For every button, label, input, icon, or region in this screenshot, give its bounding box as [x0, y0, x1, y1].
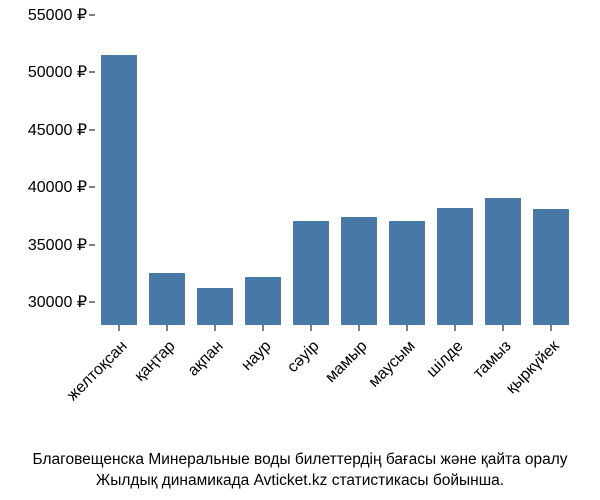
x-tick-label: сәуір: [284, 338, 323, 377]
x-tick-mark: [119, 325, 120, 331]
bar: [437, 208, 473, 325]
x-tick-mark: [455, 325, 456, 331]
y-tick-label: 30000 ₽: [28, 292, 87, 312]
price-chart: 30000 ₽ 35000 ₽ 40000 ₽ 45000 ₽ 50000 ₽ 55000…: [0, 0, 600, 500]
x-tick-mark: [407, 325, 408, 331]
x-tick-label: наур: [238, 338, 275, 375]
x-axis: желтоқсанқаңтарақпаннаурсәуірмамырмаусым…: [95, 325, 575, 445]
y-axis: 30000 ₽35000 ₽40000 ₽45000 ₽50000 ₽55000…: [0, 15, 95, 325]
bar: [197, 288, 233, 325]
bar: [485, 198, 521, 325]
bars-container: [95, 15, 575, 325]
x-tick-label: ақпан: [185, 338, 228, 381]
x-tick-mark: [215, 325, 216, 331]
x-tick-label: шілде: [424, 338, 468, 382]
y-tick-label: 35000 ₽: [28, 235, 87, 255]
y-tick-label: 55000 ₽: [28, 5, 87, 25]
bar: [389, 221, 425, 325]
y-tick-label: 50000 ₽: [28, 62, 87, 82]
caption-line-2: Жылдық динамикада Avticket.kz статистика…: [6, 471, 594, 492]
x-tick-label: желтоқсан: [64, 338, 131, 405]
bar: [341, 217, 377, 325]
bar: [245, 277, 281, 325]
x-tick-mark: [167, 325, 168, 331]
caption-line-1: Благовещенска Минеральные воды билеттерд…: [6, 450, 594, 471]
x-tick-mark: [503, 325, 504, 331]
x-tick-label: маусым: [366, 338, 420, 392]
y-tick-label: 40000 ₽: [28, 177, 87, 197]
plot-area: [95, 15, 575, 325]
y-tick-label: 45000 ₽: [28, 120, 87, 140]
x-tick-label: мамыр: [322, 338, 371, 387]
x-tick-label: қаңтар: [132, 338, 180, 386]
bar: [533, 209, 569, 325]
x-tick-mark: [263, 325, 264, 331]
bar: [149, 273, 185, 325]
x-tick-label: тамыз: [470, 338, 515, 383]
x-tick-mark: [311, 325, 312, 331]
x-tick-mark: [359, 325, 360, 331]
bar: [293, 221, 329, 325]
chart-caption: Благовещенска Минеральные воды билеттерд…: [0, 450, 600, 492]
x-tick-mark: [551, 325, 552, 331]
bar: [101, 55, 137, 325]
